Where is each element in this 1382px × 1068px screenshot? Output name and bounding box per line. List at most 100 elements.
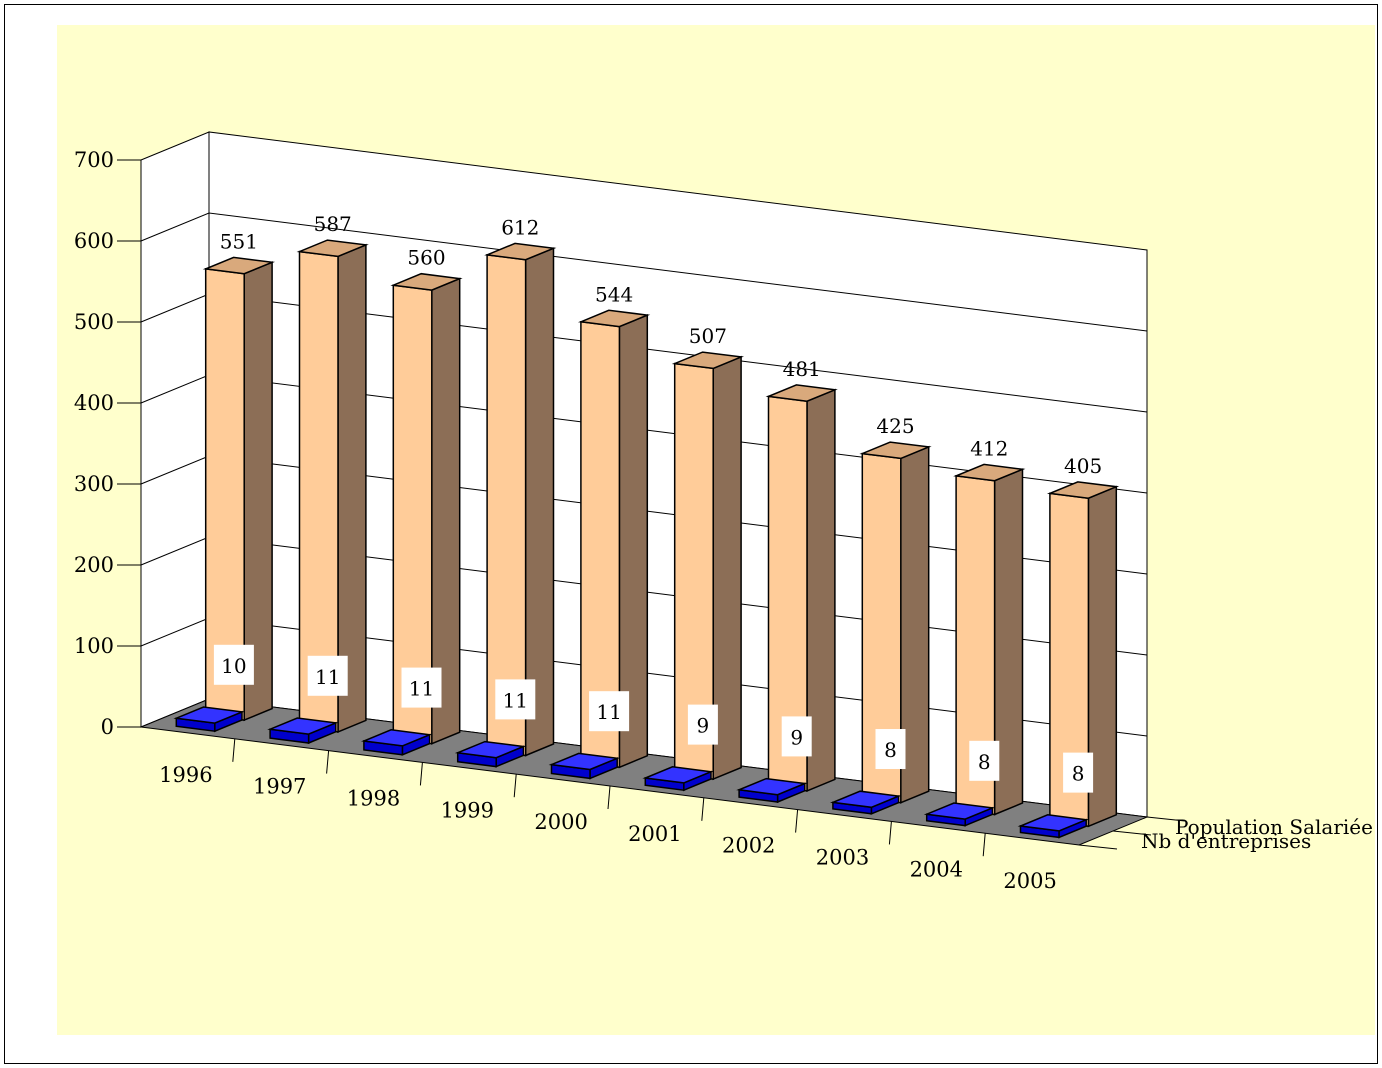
y-tick-label: 100 (74, 634, 114, 658)
entreprises-value-label: 9 (790, 725, 803, 749)
entreprises-label-box (687, 704, 718, 745)
entreprises-value-label: 8 (1072, 762, 1085, 786)
population-bar (202, 256, 276, 722)
entreprises-bar (454, 740, 527, 768)
entreprises-bar-top (360, 729, 433, 747)
entreprises-value-label: 10 (221, 654, 246, 678)
x-tick (982, 833, 986, 857)
x-tick-label: 1996 (159, 763, 212, 787)
population-value-label: 412 (970, 436, 1008, 460)
population-bar (1046, 481, 1120, 828)
population-bar-top (390, 272, 463, 291)
population-bar (390, 272, 463, 745)
y-tick-label: 300 (74, 472, 114, 496)
population-bar-top (953, 463, 1026, 482)
entreprises-label-box (1063, 752, 1094, 793)
depth-tick (1112, 830, 1152, 836)
x-tick-label: 2001 (628, 822, 681, 846)
y-tick-label: 700 (74, 148, 114, 172)
entreprises-bar (642, 766, 714, 792)
entreprises-bar (173, 706, 245, 733)
population-value-label: 481 (783, 357, 821, 381)
population-value-label: 425 (876, 414, 914, 438)
population-bar (765, 384, 838, 793)
entreprises-bar-top (267, 717, 339, 735)
x-axis: 1996 1997 1998 1999 2000 2001 2002 2003 2004 2005 (159, 738, 1057, 893)
population-bar-top (577, 309, 651, 328)
entreprises-value-label: 8 (884, 738, 897, 762)
x-tick (232, 738, 236, 762)
entreprises-label-box (969, 740, 1000, 781)
y-tick-label: 0 (101, 715, 114, 739)
x-tick (419, 762, 423, 786)
population-value-label: 544 (595, 282, 633, 306)
entreprises-value-label: 9 (697, 714, 710, 738)
entreprises-value-label: 8 (978, 750, 991, 774)
population-bar-top (859, 441, 932, 460)
population-bar (484, 242, 557, 757)
entreprises-bar-top (548, 752, 621, 771)
y-tick-label: 600 (74, 229, 114, 253)
entreprises-value-label: 11 (315, 665, 340, 689)
population-value-label: 551 (220, 229, 258, 253)
entreprises-bar-top (736, 777, 808, 796)
entreprises-label-box (781, 716, 812, 757)
entreprises-label-box (875, 729, 906, 770)
x-tick (888, 821, 892, 845)
depth-tick (1078, 844, 1118, 850)
entreprises-bar (736, 777, 808, 804)
entreprises-bar-top (454, 740, 527, 759)
chart-marks: 551 10 587 11 560 11 612 11 544 11 507 9 481 9 425 8 412… (173, 212, 1120, 839)
entreprises-label-box (495, 679, 536, 720)
y-tick-label: 400 (74, 391, 114, 415)
x-tick-label: 1999 (441, 798, 494, 822)
population-bar (859, 441, 932, 804)
population-value-label: 560 (407, 246, 445, 270)
population-bar (296, 239, 369, 734)
x-tick-label: 2004 (910, 857, 963, 881)
population-bar-top (1046, 481, 1120, 499)
x-tick (607, 785, 611, 810)
depth-label-population: Population Salariée (1175, 815, 1373, 839)
x-tick (326, 750, 330, 774)
entreprises-bar-top (923, 802, 996, 820)
entreprises-value-label: 11 (596, 700, 621, 724)
population-bar-top (296, 239, 369, 258)
entreprises-bar-top (829, 790, 902, 809)
entreprises-label-box (401, 667, 442, 708)
x-tick (513, 774, 517, 798)
depth-label-entreprises: Nb d'entreprises (1141, 829, 1311, 853)
entreprises-bar-top (1017, 814, 1090, 832)
gridline (140, 212, 1148, 332)
entreprises-bar (548, 752, 621, 780)
y-tick-label: 200 (74, 553, 114, 577)
population-value-label: 507 (689, 324, 727, 348)
population-bar (953, 463, 1026, 816)
entreprises-bar (923, 802, 996, 827)
x-tick-label: 2002 (722, 834, 775, 858)
population-value-label: 405 (1064, 454, 1102, 478)
entreprises-bar (829, 790, 902, 815)
population-bar (671, 351, 745, 781)
y-tick-label: 500 (74, 310, 114, 334)
entreprises-label-box (589, 691, 630, 732)
entreprises-label-box (307, 655, 348, 696)
entreprises-bar-top (642, 766, 714, 784)
entreprises-value-label: 11 (503, 688, 528, 712)
population-value-label: 587 (314, 212, 352, 236)
depth-tick (1146, 816, 1186, 822)
population-value-label: 612 (501, 215, 539, 239)
entreprises-bar (360, 729, 433, 756)
entreprises-value-label: 11 (409, 677, 434, 701)
left-wall (140, 131, 210, 728)
population-bar-top (202, 256, 276, 275)
entreprises-label-box (213, 644, 254, 685)
x-tick (795, 809, 799, 833)
entreprises-bar (267, 717, 339, 745)
entreprises-bar (1017, 814, 1090, 839)
x-tick-label: 2000 (534, 810, 587, 834)
population-bar-top (484, 242, 557, 261)
entreprises-bar-top (173, 706, 245, 724)
